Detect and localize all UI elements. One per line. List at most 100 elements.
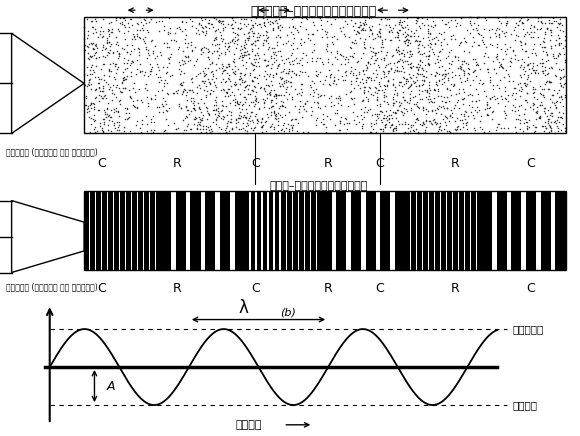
Point	[523, 123, 532, 130]
Point	[543, 25, 552, 32]
Text: R: R	[451, 282, 460, 295]
Point	[255, 20, 264, 27]
Point	[531, 124, 540, 131]
Point	[406, 81, 415, 88]
Point	[104, 38, 114, 45]
Point	[230, 82, 239, 89]
Point	[459, 110, 468, 117]
Point	[516, 73, 525, 80]
Point	[361, 20, 371, 27]
Point	[340, 61, 350, 68]
Point	[367, 76, 376, 83]
Point	[307, 58, 317, 65]
Point	[408, 78, 418, 85]
Point	[222, 130, 231, 137]
Point	[121, 17, 130, 24]
Point	[419, 120, 429, 127]
Point	[412, 63, 421, 70]
Point	[244, 114, 253, 121]
Point	[420, 87, 430, 94]
Point	[359, 43, 368, 50]
Point	[236, 50, 245, 57]
Point	[535, 60, 545, 67]
Point	[436, 41, 445, 48]
Point	[417, 65, 426, 72]
Point	[245, 33, 254, 40]
Text: C: C	[251, 157, 260, 170]
Point	[555, 73, 564, 80]
Point	[350, 40, 359, 47]
Point	[81, 101, 90, 108]
Point	[377, 15, 386, 22]
Point	[461, 38, 470, 45]
Point	[492, 41, 502, 48]
Point	[165, 30, 175, 37]
Point	[84, 32, 93, 39]
Point	[523, 75, 532, 82]
Point	[286, 82, 295, 89]
Point	[424, 55, 433, 62]
Point	[414, 129, 423, 136]
Point	[559, 121, 568, 128]
Point	[397, 62, 406, 69]
Point	[455, 125, 464, 132]
Text: रपीकर (ध्वनि का स्रोत): रपीकर (ध्वनि का स्रोत)	[6, 147, 97, 157]
Bar	[428, 191, 429, 270]
Point	[191, 72, 201, 79]
Point	[392, 64, 401, 71]
Point	[379, 91, 389, 98]
Bar	[551, 191, 556, 270]
Point	[281, 88, 290, 95]
Point	[187, 22, 196, 29]
Point	[104, 80, 113, 87]
Point	[227, 36, 237, 43]
Point	[244, 54, 253, 61]
Point	[382, 112, 392, 119]
Point	[165, 54, 175, 61]
Point	[227, 24, 237, 31]
Point	[324, 81, 333, 88]
Point	[266, 55, 276, 62]
Point	[293, 120, 302, 127]
Point	[544, 116, 553, 123]
Point	[319, 92, 328, 99]
Point	[140, 68, 150, 75]
Point	[545, 79, 554, 86]
Point	[454, 41, 463, 48]
Point	[140, 84, 150, 91]
Point	[554, 34, 564, 41]
Point	[463, 112, 473, 119]
Point	[468, 76, 477, 83]
Point	[86, 64, 96, 71]
Point	[216, 130, 225, 137]
Point	[186, 39, 195, 46]
Point	[352, 27, 361, 34]
Point	[205, 91, 215, 98]
Point	[201, 122, 211, 129]
Point	[291, 72, 300, 79]
Point	[90, 50, 100, 57]
Point	[523, 16, 532, 23]
Point	[382, 116, 392, 123]
Point	[281, 39, 291, 46]
Point	[535, 102, 545, 109]
Point	[480, 25, 489, 32]
Point	[267, 44, 276, 51]
Point	[406, 88, 415, 95]
Point	[301, 107, 310, 114]
Point	[418, 67, 427, 74]
Point	[253, 80, 262, 87]
Point	[109, 122, 118, 129]
Point	[197, 27, 206, 34]
Point	[231, 80, 241, 87]
Point	[408, 63, 418, 70]
Point	[266, 108, 276, 115]
Point	[558, 27, 567, 34]
Point	[189, 101, 198, 108]
Point	[423, 28, 432, 35]
Point	[177, 18, 186, 25]
Point	[323, 56, 332, 63]
Point	[389, 82, 398, 89]
Point	[114, 55, 123, 62]
Point	[183, 40, 193, 47]
